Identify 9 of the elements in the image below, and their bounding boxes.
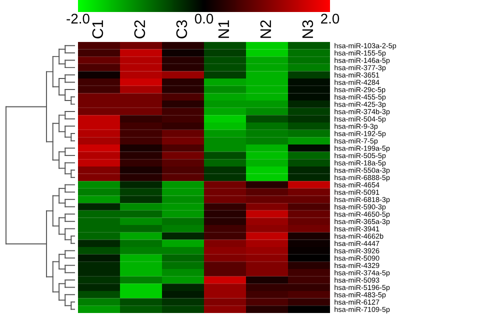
x-tick-label: C1 — [92, 20, 104, 38]
x-tick-label: N1 — [218, 20, 229, 38]
x-tick-label: N2 — [260, 20, 271, 38]
x-tick-label: N3 — [302, 20, 314, 38]
color-bar-label: 0.0 — [194, 14, 214, 24]
color-bar-label: -2.0 — [66, 14, 90, 24]
color-bar-label: 2.0 — [321, 14, 340, 24]
x-tick-label: C3 — [176, 20, 188, 38]
x-tick-label: C2 — [134, 20, 146, 38]
